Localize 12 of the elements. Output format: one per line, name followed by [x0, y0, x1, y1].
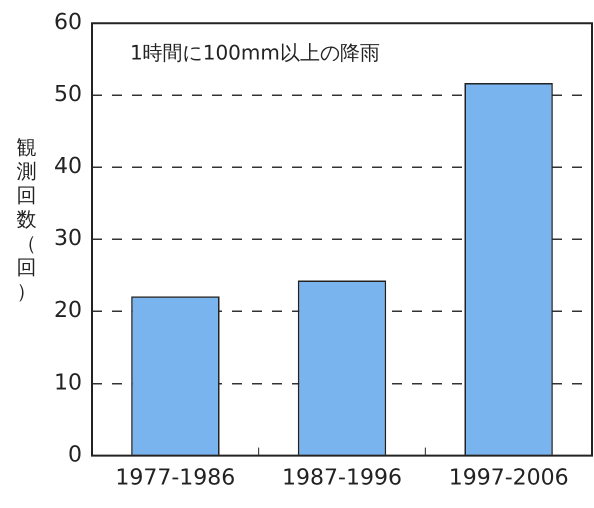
y-tick-label: 40	[54, 154, 82, 180]
y-tick-label: 10	[54, 370, 82, 396]
y-axis-title: 観測回数（回）	[16, 135, 37, 303]
x-tick-label: 1987-1996	[282, 466, 402, 491]
y-tick-label: 20	[54, 298, 82, 324]
y-tick-label: 0	[68, 442, 82, 468]
x-tick-label: 1977-1986	[115, 466, 236, 491]
x-tick-label: 1997-2006	[448, 466, 569, 491]
text: 1時間に100mm以上の降雨	[130, 40, 380, 64]
y-tick-label: 30	[54, 226, 82, 252]
y-tick-label: 60	[54, 10, 82, 35]
y-tick-label: 50	[54, 82, 82, 107]
